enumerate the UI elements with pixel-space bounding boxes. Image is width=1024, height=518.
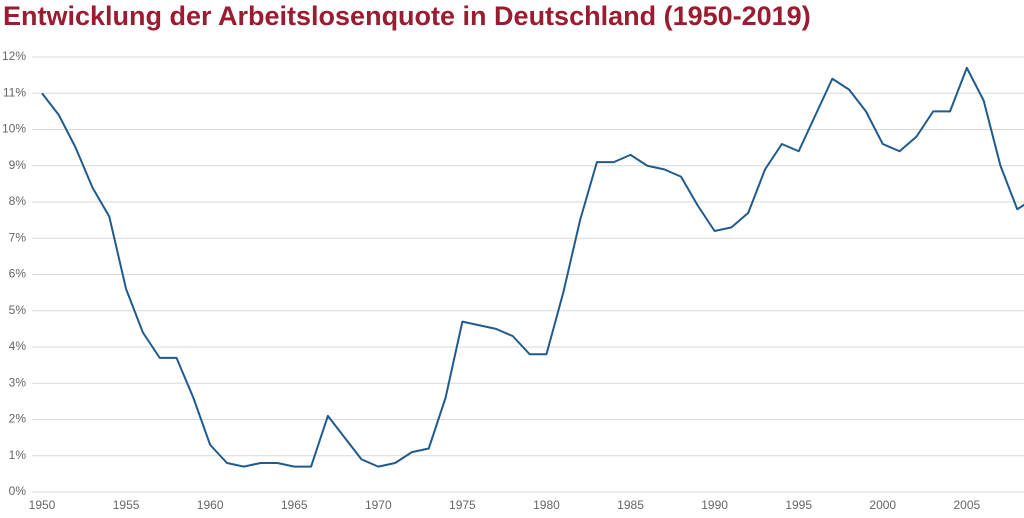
x-tick-label: 1995 bbox=[785, 498, 812, 512]
x-tick-label: 1975 bbox=[449, 498, 476, 512]
y-tick-label: 0% bbox=[9, 484, 27, 498]
x-tick-label: 1950 bbox=[29, 498, 56, 512]
x-tick-label: 1980 bbox=[533, 498, 560, 512]
y-tick-label: 4% bbox=[9, 339, 27, 353]
line-series bbox=[41, 66, 1024, 468]
x-tick-label: 1985 bbox=[617, 498, 644, 512]
x-tick-label: 1965 bbox=[281, 498, 308, 512]
x-tick-label: 2000 bbox=[869, 498, 896, 512]
x-tick-label: 1955 bbox=[113, 498, 140, 512]
y-tick-label: 10% bbox=[2, 122, 26, 136]
y-tick-label: 11% bbox=[3, 85, 26, 99]
y-tick-label: 12% bbox=[2, 49, 26, 63]
x-tick-label: 1970 bbox=[365, 498, 392, 512]
chart-title: Entwicklung der Arbeitslosenquote in Deu… bbox=[3, 1, 811, 31]
x-tick-label: 1960 bbox=[197, 498, 224, 512]
y-tick-label: 6% bbox=[9, 267, 27, 281]
y-tick-label: 7% bbox=[9, 230, 27, 244]
y-tick-label: 1% bbox=[9, 448, 27, 462]
y-tick-label: 2% bbox=[9, 412, 27, 426]
y-tick-label: 5% bbox=[9, 303, 27, 317]
y-tick-label: 3% bbox=[9, 375, 27, 389]
x-tick-label: 2005 bbox=[953, 498, 980, 512]
y-tick-label: 9% bbox=[9, 158, 27, 172]
y-tick-label: 8% bbox=[9, 194, 27, 208]
x-tick-label: 1990 bbox=[701, 498, 728, 512]
